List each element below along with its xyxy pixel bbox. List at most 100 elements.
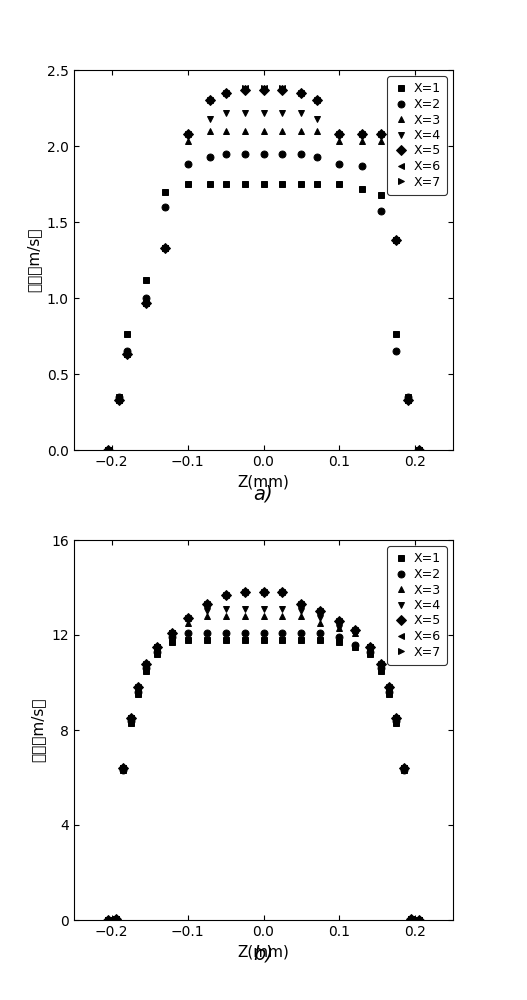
X=6 [105,444,111,456]
X=2 [416,914,422,926]
X=3 [154,641,160,653]
X=1 [203,634,210,646]
X=6 [260,586,267,598]
X=6 [336,128,343,140]
X=5 [184,128,191,140]
X=2 [260,627,267,639]
X=1 [336,178,343,190]
Line: X=5: X=5 [104,589,423,923]
X=2 [336,158,343,170]
X=6 [408,913,415,925]
X=6 [184,612,191,624]
X=2 [222,627,229,639]
X=3 [135,684,141,696]
X=1 [120,764,126,776]
X=6 [298,598,305,610]
X=4 [298,107,305,119]
X=3 [169,629,175,641]
Line: X=7: X=7 [104,589,423,923]
X=4 [359,129,365,141]
X=2 [336,631,343,643]
X=7 [298,87,305,99]
X=4 [184,615,191,627]
X=7 [162,242,168,254]
X=3 [279,125,286,137]
X=7 [222,87,229,99]
X=1 [260,178,267,190]
X=5 [405,394,411,406]
X=5 [314,94,320,106]
X=6 [298,87,305,99]
X=4 [128,712,134,724]
X=6 [279,82,286,94]
X=6 [128,712,134,724]
X=7 [184,612,191,624]
X=5 [359,128,365,140]
X=2 [408,913,415,925]
X=4 [143,660,149,672]
X=6 [154,641,160,653]
X=5 [222,87,229,99]
Line: X=2: X=2 [104,629,423,923]
X=1 [128,717,134,729]
X=4 [116,394,122,406]
X=3 [105,444,111,456]
X=5 [378,658,384,670]
X=7 [314,94,320,106]
X=3 [317,617,324,629]
X=5 [222,589,229,601]
X=7 [260,586,267,598]
X=4 [393,234,399,246]
X=6 [184,128,191,140]
X=7 [416,444,422,456]
X=5 [408,913,415,925]
X=7 [317,605,324,617]
Line: X=4: X=4 [104,109,423,453]
X=6 [359,128,365,140]
X=2 [378,205,384,217]
X=5 [352,624,358,636]
X=7 [105,444,111,456]
X=3 [162,242,168,254]
X=7 [378,658,384,670]
X=4 [393,712,399,724]
X=6 [222,87,229,99]
X=5 [128,712,134,724]
X=5 [143,658,149,670]
X=4 [314,113,320,125]
X=3 [203,610,210,622]
X=5 [378,128,384,140]
X=3 [120,762,126,774]
X=5 [298,87,305,99]
X=6 [352,624,358,636]
X=7 [116,394,122,406]
X=7 [207,94,213,106]
X=1 [105,914,111,926]
X=7 [143,658,149,670]
X=6 [105,914,111,926]
X=4 [143,297,149,309]
X=1 [260,634,267,646]
X=1 [408,913,415,925]
X=5 [241,586,248,598]
X=3 [260,610,267,622]
X=6 [386,681,392,693]
X=3 [222,125,229,137]
X-axis label: Z(mm): Z(mm) [238,474,289,489]
X=7 [367,641,373,653]
X=3 [207,125,213,137]
X=2 [203,627,210,639]
X=3 [393,712,399,724]
X=3 [378,660,384,672]
X=2 [128,714,134,726]
X=5 [135,681,141,693]
X=3 [105,914,111,926]
X=6 [393,712,399,724]
X=1 [393,328,399,340]
X=2 [116,391,122,403]
X=3 [416,914,422,926]
Text: a): a) [253,485,274,504]
X=1 [105,444,111,456]
X=6 [143,658,149,670]
Line: X=1: X=1 [104,181,423,453]
